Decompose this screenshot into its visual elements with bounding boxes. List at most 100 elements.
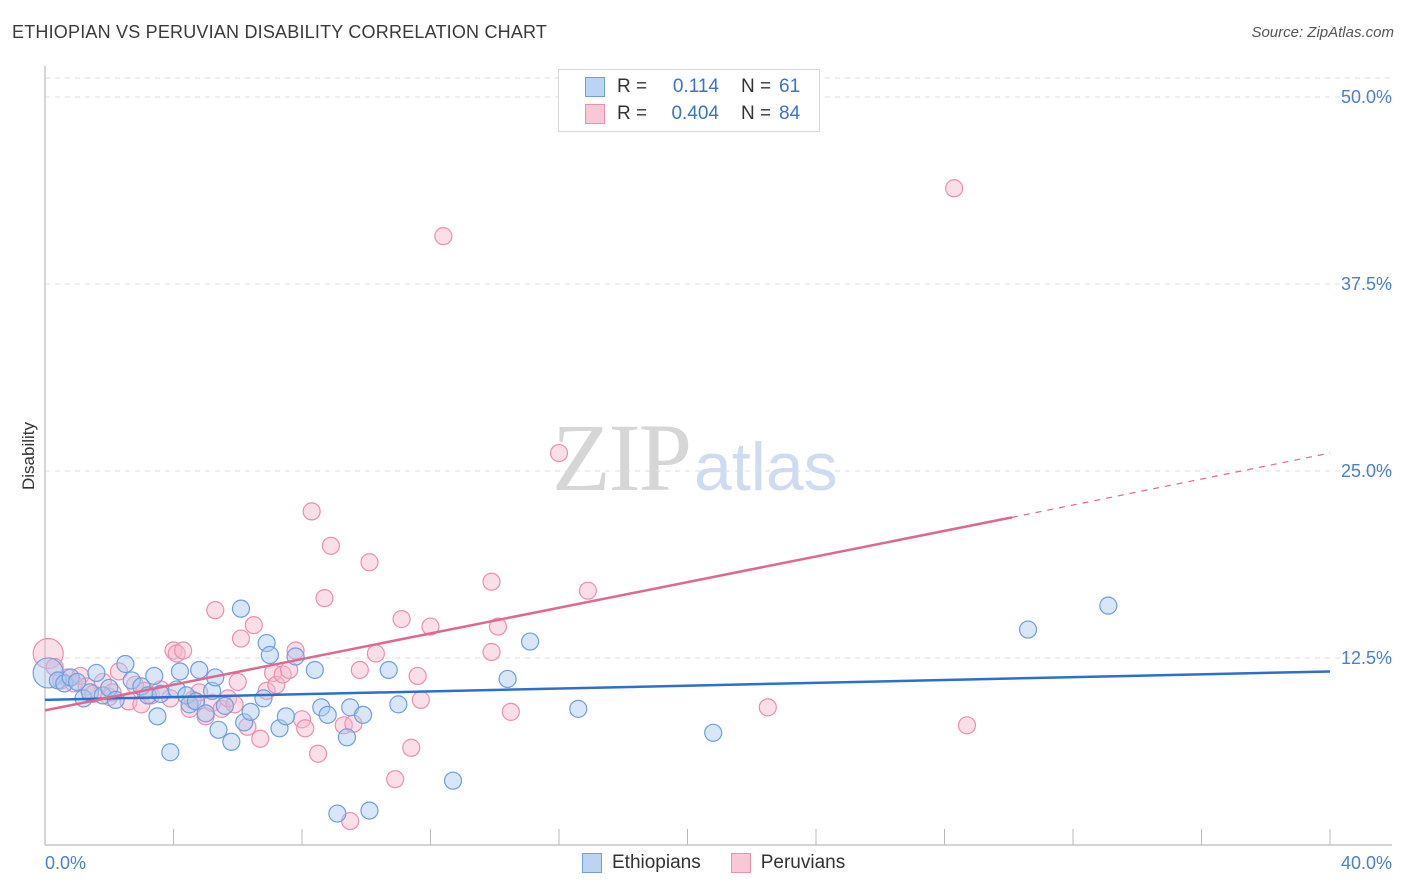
legend-item-label: Ethiopians [612,852,701,873]
ethiopians-point [170,662,190,681]
peruvians-point [482,642,501,662]
y-tick-label: 37.5% [1341,274,1392,294]
legend-r-label: R = [617,103,648,124]
ethiopians-points [32,596,1118,823]
peruvians-point [366,644,385,663]
peruvians-point [302,502,321,521]
ethiopians-point [116,654,135,674]
peruvians-point [386,770,405,789]
peruvians-point [286,641,305,660]
y-tick-label: 50.0% [1341,87,1392,107]
legend-r-value: 0.114 [672,76,719,97]
ethiopians-point [260,645,279,665]
peruvians-point [488,617,508,636]
peruvians-point [402,738,421,757]
ethiopians-point [209,720,228,739]
peruvians-point [360,553,379,572]
peruvians-point [421,617,440,636]
ethiopians-point [704,723,723,742]
trend-lines [44,452,1331,712]
legend-row-peruvians: R = 0.404 N = 84 [585,102,800,126]
ethiopians-point [145,666,164,686]
legend-r-value: 0.404 [671,103,719,124]
peruvians-point [174,641,193,660]
chart-source: Source: ZipAtlas.com [1251,24,1394,41]
peruvians-point [251,729,270,748]
ethiopians-point [337,728,357,747]
ethiopians-point [87,663,106,683]
grid-lines [45,77,1392,659]
peruvians-point [482,572,501,591]
watermark: ZIPatlas [552,402,838,513]
ethiopians-point [215,696,234,715]
ethiopians-point [235,713,254,732]
ethiopians-point [569,699,588,718]
peruvians-point [206,601,225,620]
peruvians-point [411,690,430,709]
peruvians-point [434,227,453,246]
legend-r-label: R = [617,76,648,97]
correlation-legend: R = 0.114 N = 61 R = 0.404 N = 84 [558,69,820,132]
ethiopians-point [520,632,540,651]
ethiopians-point [257,633,276,653]
ethiopians-point [68,672,87,692]
ethiopians-point [360,801,379,820]
ethiopians-point [305,660,324,680]
ethiopians-point [318,705,337,724]
peruvians-point [32,637,64,670]
ethiopians-point [241,702,260,721]
ethiopians-point [254,689,273,708]
peruvians-points [32,179,977,831]
peruvians-point [549,443,569,463]
legend-row-ethiopians: R = 0.114 N = 61 [585,75,800,99]
watermark-atlas: atlas [694,429,838,505]
pink-swatch-icon [730,853,751,873]
legend-n-value: 61 [779,76,801,97]
ethiopians-point [161,743,180,762]
ethiopians-point [1018,620,1038,639]
peruvians-trend-line [44,516,1013,712]
ethiopians-point [196,704,215,723]
ethiopians-point [231,599,251,618]
legend-item-peruvians[interactable]: Peruvians [730,852,845,874]
peruvians-point [228,672,247,692]
peruvians-point [321,536,341,555]
peruvians-point [296,719,315,738]
peruvians-point [308,744,328,763]
legend-n-label: N = [741,103,772,124]
peruvians-point [758,698,777,717]
ethiopians-point [328,804,347,823]
legend-item-ethiopians[interactable]: Ethiopians [582,852,701,874]
ethiopians-point [389,695,408,714]
ethiopians-point [1099,596,1118,615]
ethiopians-point [222,732,241,751]
ethiopians-point [276,707,296,726]
peruvians-point [231,629,251,648]
y-tick-label: 25.0% [1341,461,1392,481]
y-axis-title: Disability [19,421,38,490]
pink-swatch-icon [585,104,605,124]
ethiopians-point [443,771,463,790]
ethiopians-point [312,698,331,717]
peruvians-point [267,675,286,695]
x-tick-label: 40.0% [1341,853,1392,873]
ethiopians-point [498,669,517,689]
peruvians-point [334,716,353,735]
legend-n-value: 84 [779,103,801,124]
ethiopians-point [148,707,167,726]
peruvians-point [109,662,128,681]
blue-swatch-icon [585,77,605,97]
peruvians-point [315,589,334,608]
axes [44,66,1392,846]
peruvians-point [244,615,263,635]
tick-labels: 12.5% 25.0% 37.5% 50.0% 0.0% 40.0% [45,87,1392,873]
ethiopians-point [379,660,398,680]
chart-title: ETHIOPIAN VS PERUVIAN DISABILITY CORRELA… [12,22,548,42]
legend-n-label: N = [741,76,772,97]
peruvians-trend-extension [1011,452,1331,518]
peruvians-point [578,581,598,600]
watermark-zip: ZIP [552,404,692,511]
ethiopians-point [122,671,141,690]
peruvians-point [945,179,964,198]
